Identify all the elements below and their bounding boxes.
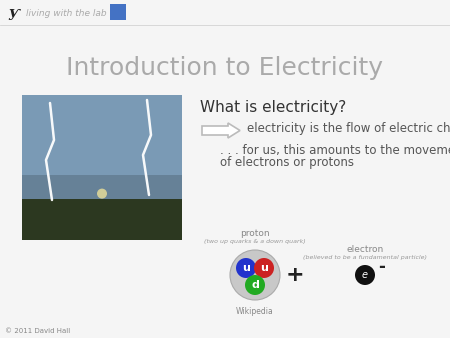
Text: electricity is the flow of electric charge: electricity is the flow of electric char… <box>247 122 450 135</box>
Text: (believed to be a fundamental particle): (believed to be a fundamental particle) <box>303 255 427 260</box>
Text: u: u <box>242 263 250 273</box>
Circle shape <box>355 265 375 285</box>
Text: d: d <box>251 280 259 290</box>
FancyBboxPatch shape <box>22 175 182 199</box>
Circle shape <box>245 275 265 295</box>
Text: living with the lab: living with the lab <box>26 8 107 18</box>
Circle shape <box>254 258 274 278</box>
FancyBboxPatch shape <box>22 95 182 199</box>
Text: e: e <box>362 270 368 280</box>
Text: . . . for us, this amounts to the movement: . . . for us, this amounts to the moveme… <box>220 144 450 157</box>
Text: u: u <box>260 263 268 273</box>
Text: proton: proton <box>240 230 270 239</box>
Text: ƴ: ƴ <box>8 6 18 20</box>
Polygon shape <box>202 123 240 138</box>
Circle shape <box>97 189 107 199</box>
FancyBboxPatch shape <box>22 199 182 240</box>
Text: Wikipedia: Wikipedia <box>236 308 274 316</box>
Text: +: + <box>286 265 304 285</box>
Text: electron: electron <box>346 244 383 254</box>
Text: of electrons or protons: of electrons or protons <box>220 156 354 169</box>
Text: © 2011 David Hall: © 2011 David Hall <box>5 328 70 334</box>
Circle shape <box>236 258 256 278</box>
Text: Introduction to Electricity: Introduction to Electricity <box>67 56 383 80</box>
Text: What is electricity?: What is electricity? <box>200 100 346 115</box>
Text: -: - <box>378 258 385 276</box>
FancyBboxPatch shape <box>110 4 126 20</box>
Circle shape <box>230 250 280 300</box>
Text: (two up quarks & a down quark): (two up quarks & a down quark) <box>204 240 306 244</box>
